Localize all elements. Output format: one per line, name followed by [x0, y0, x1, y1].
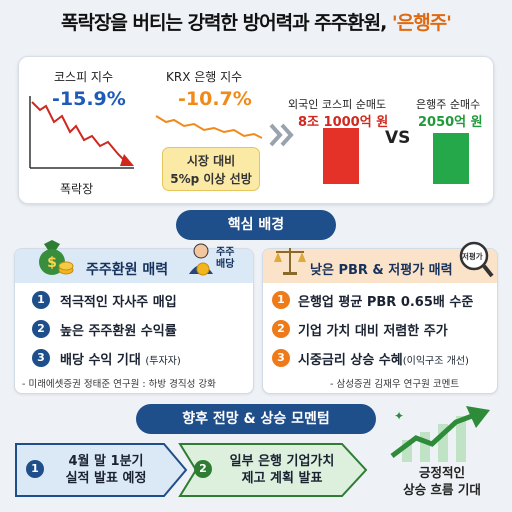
page-title: 폭락장을 버티는 강력한 방어력과 주주환원, '은행주' [0, 8, 512, 35]
item-note: (이익구조 개선) [402, 356, 469, 367]
shareholder-badge: 주주 배당 [216, 247, 234, 271]
item-text: 시중금리 상승 수혜 [298, 353, 403, 368]
item-number: 1 [32, 291, 50, 309]
step1-text: 4월 말 1분기 실적 발표 예정 [48, 453, 164, 487]
kospi-decline-chart [29, 96, 134, 169]
foreign-sell-value: 8조 1000억 원 [298, 115, 389, 130]
magnifier-icon [459, 241, 494, 278]
outperform-callout: 시장 대비 5%p 이상 선방 [162, 147, 260, 191]
list-item: 적극적인 자사주 매입 [60, 291, 177, 310]
outlook-section-heading: 향후 전망 & 상승 모멘텀 [136, 404, 376, 434]
list-item: 기업 가치 대비 저렴한 주가 [298, 320, 448, 339]
chevron-right-icon [269, 123, 294, 147]
step2-text: 일부 은행 기업가치 제고 계획 발표 [212, 453, 352, 487]
item-text: 적극적인 자사주 매입 [60, 295, 177, 310]
svg-text:$: $ [47, 255, 57, 271]
step2-line1: 일부 은행 기업가치 [229, 454, 335, 469]
title-highlight: '은행주' [391, 12, 452, 34]
list-item: 높은 주주환원 수익률 [60, 320, 177, 339]
money-bag-icon: $ [39, 240, 74, 275]
outlook-result: 긍정적인 상승 흐름 기대 [384, 464, 500, 498]
svg-text:✦: ✦ [394, 409, 404, 423]
badge-line2: 배당 [216, 259, 235, 270]
vs-label: VS [385, 128, 411, 148]
undervalued-badge: 저평가 [462, 252, 483, 261]
balance-scale-icon [274, 248, 306, 275]
result-line1: 긍정적인 [418, 465, 465, 480]
item-text: 배당 수익 기대 [60, 353, 146, 368]
step-number: 2 [194, 460, 212, 478]
low-pbr-card [262, 248, 498, 394]
step1-line1: 4월 말 1분기 [68, 454, 144, 469]
item-number: 2 [32, 320, 50, 338]
bank-buy-value: 2050억 원 [418, 115, 483, 130]
right-card-source: - 삼성증권 김재우 연구원 코멘트 [330, 379, 460, 390]
callout-line1: 시장 대비 [186, 154, 236, 168]
item-note: (투자자) [145, 356, 181, 367]
step2-line2: 제고 계획 발표 [241, 471, 323, 486]
foreign-sell-label: 외국인 코스피 순매도 [288, 98, 387, 111]
krx-bank-value: -10.7% [178, 88, 252, 110]
title-main: 폭락장을 버티는 강력한 방어력과 주주환원, [60, 12, 392, 34]
rising-trend-icon: ✦ [390, 406, 490, 462]
step-number: 1 [26, 460, 44, 478]
list-item: 배당 수익 기대 (투자자) [60, 349, 181, 368]
step1-arrow [15, 443, 188, 497]
result-line2: 상승 흐름 기대 [403, 482, 481, 497]
foreign-sell-bar [323, 128, 359, 184]
item-text: 은행업 평균 PBR 0.65배 수준 [298, 295, 474, 310]
step1-line2: 실적 발표 예정 [65, 471, 147, 486]
item-text: 높은 주주환원 수익률 [60, 324, 177, 339]
item-number: 3 [32, 349, 50, 367]
badge-line1: 주주 [216, 247, 235, 258]
coin-icon [196, 262, 210, 276]
core-section-heading: 핵심 배경 [176, 210, 336, 240]
bank-buy-label: 은행주 순매수 [416, 98, 481, 111]
bank-buy-bar [433, 133, 469, 184]
list-item: 은행업 평균 PBR 0.65배 수준 [298, 291, 473, 310]
callout-line2: 5%p 이상 선방 [170, 172, 252, 186]
right-card-title: 낮은 PBR & 저평가 매력 [310, 263, 453, 278]
kospi-label: 코스피 지수 [54, 70, 114, 84]
item-number: 3 [272, 349, 290, 367]
item-number: 2 [272, 320, 290, 338]
left-card-source: - 미래에셋증권 정태준 연구원 : 하방 경직성 강화 [22, 379, 216, 390]
kospi-caption: 폭락장 [60, 182, 94, 196]
kospi-value: -15.9% [52, 88, 126, 110]
krx-bank-chart [155, 115, 263, 139]
krx-bank-label: KRX 은행 지수 [166, 70, 243, 84]
list-item: 시중금리 상승 수혜(이익구조 개선) [298, 349, 469, 368]
item-text: 기업 가치 대비 저렴한 주가 [298, 324, 448, 339]
item-number: 1 [272, 291, 290, 309]
left-card-title: 주주환원 매력 [86, 262, 169, 278]
